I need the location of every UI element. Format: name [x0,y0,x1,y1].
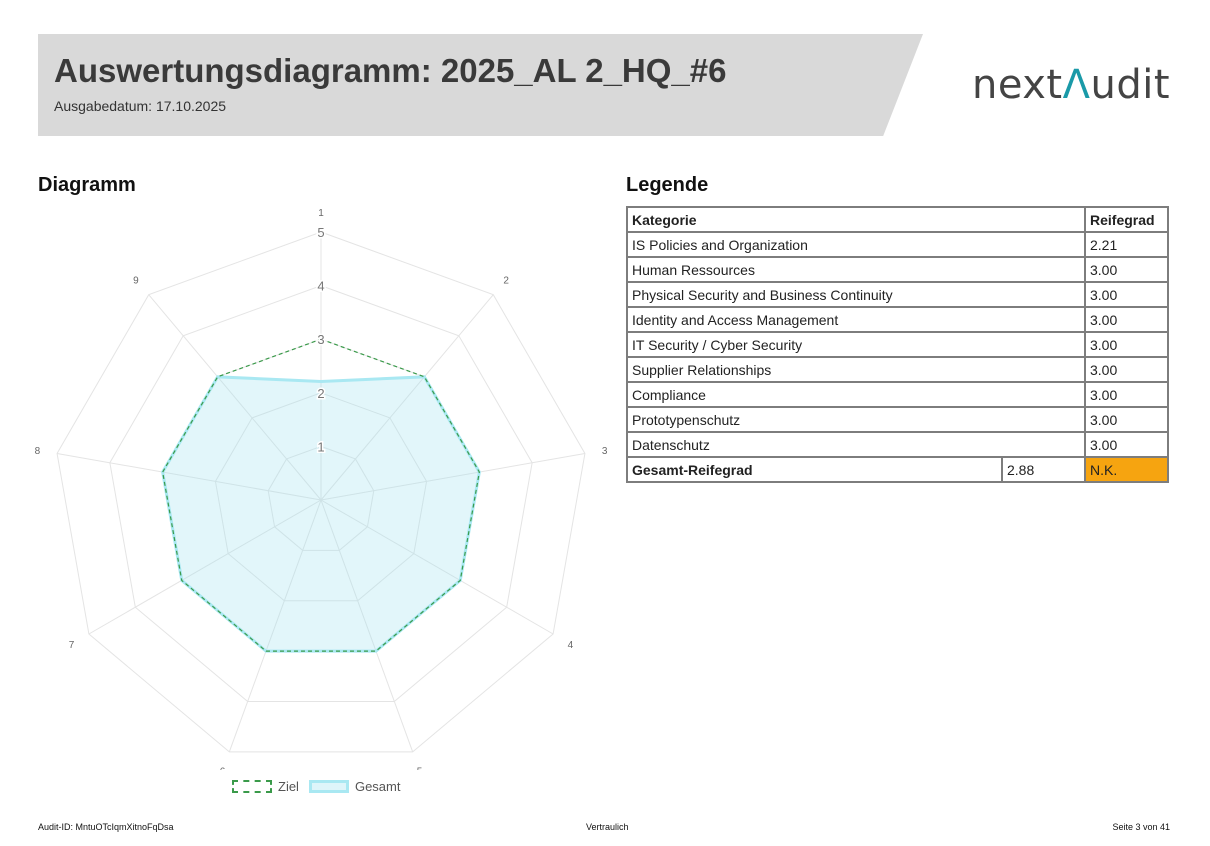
footer-confidentiality: Vertraulich [586,822,629,832]
legend-row: Prototypenschutz 3.00 [626,406,1169,433]
axis-point-label: 7 [69,640,75,651]
legend-table-header: Kategorie Reifegrad [626,206,1169,233]
radar-grid-ring [214,392,428,602]
legend-table: Kategorie Reifegrad IS Policies and Orga… [626,206,1169,483]
total-row: Gesamt-Reifegrad 2.88 N.K. [626,456,1169,483]
report-title: Auswertungsdiagramm: 2025_AL 2_HQ_#6 [54,52,727,89]
legend-row: Physical Security and Business Continuit… [626,281,1169,308]
logo-part-udit: udit [1090,62,1171,108]
radar-spoke [56,452,322,501]
nextaudit-logo: nextΛudit [972,62,1170,108]
footer-page-number: Seite 3 von 41 [1112,822,1170,832]
axis-point-label: 6 [220,767,226,770]
legend-row-value: 3.00 [1084,381,1169,408]
radar-spoke [320,499,414,753]
legend-row: Compliance 3.00 [626,381,1169,408]
axis-point-label: 8 [35,446,41,457]
legend-row-value: 3.00 [1084,431,1169,458]
logo-part-next: next [972,62,1063,108]
legend-row-category: Supplier Relationships [626,356,1086,383]
radial-tick-label: 5 [317,225,324,240]
radar-grid-ring [56,231,586,753]
radar-grid-ring [267,445,375,551]
series-target-line [162,338,480,652]
legend-row: Supplier Relationships 3.00 [626,356,1169,383]
legend-row-category: IS Policies and Organization [626,231,1086,258]
total-status-badge: N.K. [1084,456,1169,483]
axis-point-label: 2 [503,275,509,286]
legend-row-category: Datenschutz [626,431,1086,458]
issue-date: Ausgabedatum: 17.10.2025 [54,98,227,114]
legend-item-target[interactable]: Ziel [232,779,299,794]
axis-point-label: 1 [318,208,324,219]
radial-tick-label: 2 [317,386,324,401]
legend-row-value: 3.00 [1084,406,1169,433]
legend-row: Identity and Access Management 3.00 [626,306,1169,333]
radar-spoke [148,294,322,501]
legend-section-title: Legende [626,174,709,196]
legend-row-category: Identity and Access Management [626,306,1086,333]
radar-chart: 1 2 3 4 5 1 2 3 4 5 6 7 8 9 [35,208,608,770]
radar-spoke [88,499,322,635]
legend-row-category: Compliance [626,381,1086,408]
footer-audit-id: Audit-ID: MntuOTcIqmXitnoFqDsa [38,822,174,832]
series-total-area [161,375,481,653]
legend-row-value: 3.00 [1084,356,1169,383]
chart-section-title: Diagramm [38,174,136,196]
legend-row-value: 3.00 [1084,256,1169,283]
radar-spoke [228,499,322,753]
legend-row-value: 3.00 [1084,281,1169,308]
legend-row: Datenschutz 3.00 [626,431,1169,458]
legend-row-value: 3.00 [1084,331,1169,358]
axis-point-label: 9 [133,275,139,286]
radar-spoke [320,294,494,501]
legend-row-value: 2.21 [1084,231,1169,258]
legend-item-total[interactable]: Gesamt [308,779,401,794]
total-label: Gesamt-Reifegrad [626,456,1003,483]
header-category: Kategorie [626,206,1086,233]
logo-accent-glyph: Λ [1062,62,1091,108]
radial-tick-label: 4 [317,279,324,294]
radar-grid-ring [109,285,533,702]
radial-tick-label: 1 [317,439,324,454]
legend-row-category: Physical Security and Business Continuit… [626,281,1086,308]
radial-tick-label: 3 [317,332,324,347]
header-maturity: Reifegrad [1084,206,1169,233]
total-value: 2.88 [1001,456,1086,483]
legend-swatch-target [232,780,272,793]
axis-point-label: 3 [602,446,608,457]
radar-labels: 1 2 3 4 5 1 2 3 4 5 6 7 8 9 [35,208,608,770]
legend-row-value: 3.00 [1084,306,1169,333]
axis-point-label: 5 [417,767,423,770]
legend-row-category: IT Security / Cyber Security [626,331,1086,358]
chart-legend: Ziel Gesamt [232,779,410,794]
legend-row-category: Human Ressources [626,256,1086,283]
axis-point-label: 4 [568,640,574,651]
header-band [38,34,923,136]
legend-label-total: Gesamt [354,779,401,794]
radar-spoke [320,452,586,501]
legend-row-category: Prototypenschutz [626,406,1086,433]
legend-row: IT Security / Cyber Security 3.00 [626,331,1169,358]
radar-spoke [320,499,554,635]
legend-row: IS Policies and Organization 2.21 [626,231,1169,258]
legend-label-target: Ziel [278,779,299,794]
radar-series [161,338,481,653]
legend-row: Human Ressources 3.00 [626,256,1169,283]
legend-swatch-total [308,780,349,793]
